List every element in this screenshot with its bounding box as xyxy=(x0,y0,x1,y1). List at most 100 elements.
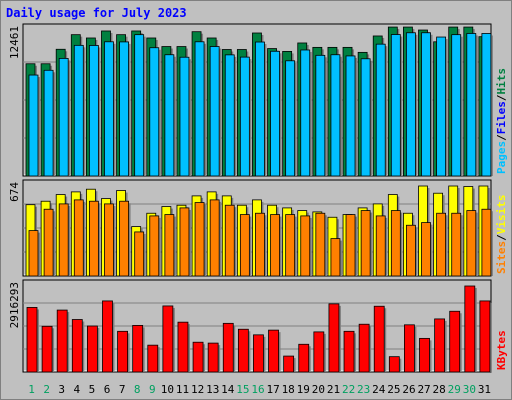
bar-sites-day-7 xyxy=(119,200,129,277)
bar-kbytes-day-9 xyxy=(147,344,159,373)
x-tick-label-day-22: 22 xyxy=(342,383,355,396)
bar-files-day-3 xyxy=(58,58,69,177)
x-tick-label-day-5: 5 xyxy=(89,383,96,396)
bar-files-day-7 xyxy=(119,41,129,177)
bar-sites-day-6 xyxy=(104,203,114,277)
bar-files-day-15 xyxy=(239,56,250,177)
bar-files-day-16 xyxy=(255,41,265,177)
bar-sites-day-13 xyxy=(209,199,220,277)
legend-kbytes: KBytes xyxy=(495,330,508,370)
ymax-label-kbytes: 2916293 xyxy=(8,282,21,328)
bar-sites-day-5 xyxy=(88,200,99,277)
bar-kbytes-day-8 xyxy=(132,325,144,373)
bar-files-day-24 xyxy=(375,43,386,177)
x-tick-label-day-11: 11 xyxy=(176,383,189,396)
x-tick-label-day-13: 13 xyxy=(206,383,219,396)
x-tick-label-day-8: 8 xyxy=(134,383,141,396)
x-tick-label-day-27: 27 xyxy=(417,383,430,396)
bar-kbytes-day-31 xyxy=(479,300,491,373)
x-tick-label-day-7: 7 xyxy=(119,383,126,396)
bar-kbytes-day-13 xyxy=(207,342,219,373)
bar-kbytes-day-23 xyxy=(358,323,370,373)
bar-files-day-5 xyxy=(88,45,99,177)
bar-sites-day-31 xyxy=(481,208,492,277)
bar-sites-day-14 xyxy=(224,204,235,277)
bar-files-day-8 xyxy=(134,34,145,177)
ymax-label-hits: 12461 xyxy=(8,26,21,59)
bar-files-day-20 xyxy=(315,54,326,177)
x-tick-label-day-19: 19 xyxy=(297,383,310,396)
x-tick-label-day-23: 23 xyxy=(357,383,370,396)
bar-kbytes-day-24 xyxy=(373,305,385,373)
bar-kbytes-day-5 xyxy=(86,325,98,373)
bar-files-day-14 xyxy=(224,54,235,177)
bar-files-day-27 xyxy=(421,32,431,177)
legend-item-pages: Pages xyxy=(495,141,508,174)
bar-sites-day-22 xyxy=(345,214,356,277)
bar-sites-day-16 xyxy=(255,212,265,277)
bar-kbytes-day-20 xyxy=(313,331,325,373)
legend-item-sites: Sites xyxy=(495,241,508,274)
x-tick-label-day-10: 10 xyxy=(161,383,174,396)
bar-sites-day-2 xyxy=(43,208,54,277)
bar-kbytes-day-4 xyxy=(71,319,83,373)
bar-sites-day-3 xyxy=(58,203,69,277)
bar-sites-day-23 xyxy=(360,210,371,277)
bar-files-day-2 xyxy=(43,69,54,177)
x-tick-label-day-31: 31 xyxy=(478,383,491,396)
bar-sites-day-29 xyxy=(451,212,462,277)
x-tick-label-day-30: 30 xyxy=(463,383,476,396)
bar-sites-day-25 xyxy=(390,210,401,277)
bar-files-day-19 xyxy=(300,49,311,177)
x-tick-label-day-4: 4 xyxy=(74,383,81,396)
x-tick-label-day-18: 18 xyxy=(282,383,295,396)
bar-files-day-28 xyxy=(436,36,447,177)
bar-sites-day-17 xyxy=(270,214,280,277)
bar-kbytes-day-11 xyxy=(177,321,189,373)
bar-kbytes-day-2 xyxy=(41,325,53,373)
bar-files-day-18 xyxy=(285,60,296,177)
bar-files-day-23 xyxy=(360,58,371,177)
bar-files-day-6 xyxy=(104,41,114,177)
bar-files-day-1 xyxy=(28,74,39,177)
x-tick-label-day-24: 24 xyxy=(372,383,386,396)
bar-sites-day-20 xyxy=(315,212,326,277)
legend-item-hits: Hits xyxy=(495,68,508,95)
bar-kbytes-day-1 xyxy=(26,307,38,373)
bar-sites-day-30 xyxy=(466,210,477,277)
bar-sites-day-18 xyxy=(285,214,296,277)
bar-files-day-31 xyxy=(481,33,492,177)
bar-kbytes-day-7 xyxy=(117,330,128,373)
bar-files-day-30 xyxy=(466,33,477,177)
bar-kbytes-day-28 xyxy=(434,318,446,373)
bar-sites-day-27 xyxy=(421,222,431,277)
bar-sites-day-12 xyxy=(194,202,205,277)
bar-files-day-17 xyxy=(270,50,280,177)
bar-sites-day-26 xyxy=(406,224,416,277)
legend-separator: / xyxy=(495,234,508,241)
x-tick-label-day-15: 15 xyxy=(236,383,249,396)
bar-kbytes-day-29 xyxy=(449,310,461,373)
legend-hits: Pages/Files/Hits xyxy=(495,68,508,174)
legend-item-files: Files xyxy=(495,101,508,134)
x-tick-label-day-26: 26 xyxy=(402,383,415,396)
bar-kbytes-day-12 xyxy=(192,341,204,373)
bar-files-day-25 xyxy=(390,34,401,177)
bar-kbytes-day-10 xyxy=(162,305,174,373)
chart-title: Daily usage for July 2023 xyxy=(6,6,187,20)
bar-kbytes-day-15 xyxy=(237,328,249,373)
bar-kbytes-day-21 xyxy=(328,303,340,373)
x-tick-label-day-16: 16 xyxy=(251,383,264,396)
x-tick-label-day-25: 25 xyxy=(387,383,400,396)
legend-separator: / xyxy=(495,94,508,101)
bar-kbytes-day-22 xyxy=(343,330,355,373)
x-tick-label-day-28: 28 xyxy=(433,383,446,396)
legend-visits: Sites/Visits xyxy=(495,195,508,275)
bar-sites-day-8 xyxy=(134,231,145,277)
x-tick-label-day-12: 12 xyxy=(191,383,204,396)
bar-kbytes-day-17 xyxy=(268,329,279,373)
legend-separator: / xyxy=(495,134,508,141)
x-tick-label-day-21: 21 xyxy=(327,383,340,396)
x-tick-label-day-3: 3 xyxy=(58,383,65,396)
